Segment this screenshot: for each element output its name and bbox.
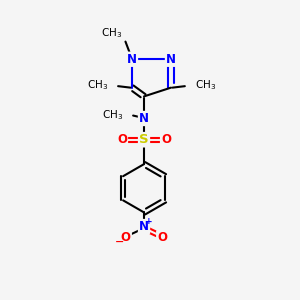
- Text: N: N: [166, 53, 176, 66]
- Text: N: N: [139, 220, 149, 233]
- Text: O: O: [121, 231, 131, 244]
- Text: O: O: [117, 133, 127, 146]
- Text: CH$_3$: CH$_3$: [101, 26, 122, 40]
- Text: CH$_3$: CH$_3$: [102, 108, 123, 122]
- Text: −: −: [115, 237, 124, 247]
- Text: N: N: [127, 53, 137, 66]
- Text: +: +: [145, 217, 152, 226]
- Text: O: O: [161, 133, 171, 146]
- Text: O: O: [157, 231, 167, 244]
- Text: N: N: [139, 112, 149, 125]
- Text: CH$_3$: CH$_3$: [195, 78, 216, 92]
- Text: CH$_3$: CH$_3$: [87, 78, 108, 92]
- Text: S: S: [139, 133, 149, 146]
